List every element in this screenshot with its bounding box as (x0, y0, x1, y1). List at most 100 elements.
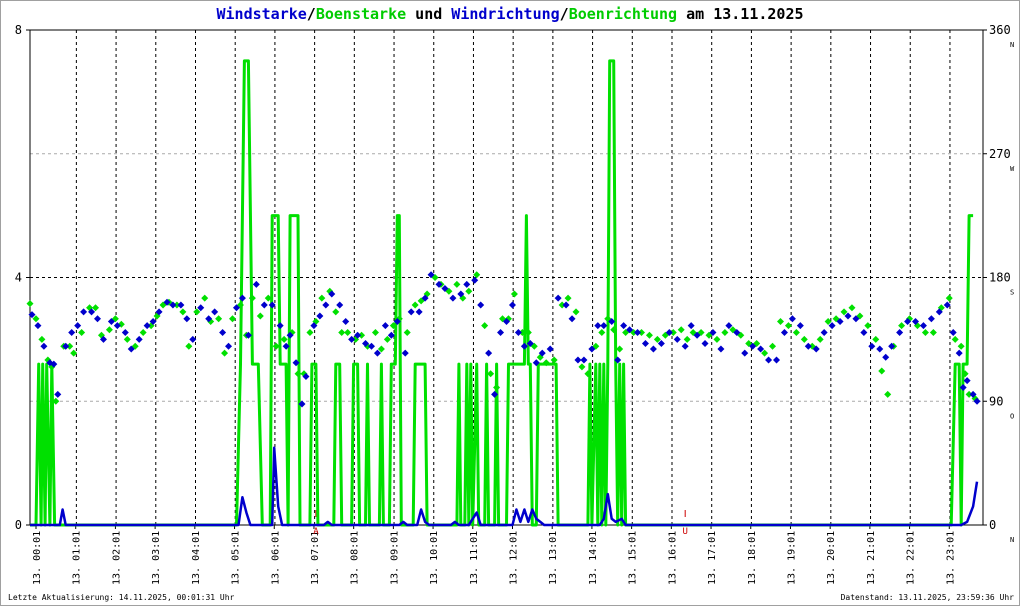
direction-point (961, 370, 969, 378)
direction-point (427, 271, 435, 279)
direction-point (804, 342, 812, 350)
direction-point (911, 318, 919, 325)
direction-point (401, 349, 409, 357)
direction-point (564, 294, 572, 302)
direction-point (508, 301, 516, 309)
direction-point (965, 390, 973, 398)
direction-point (733, 329, 741, 336)
direction-point (260, 301, 268, 309)
direction-point (614, 356, 622, 364)
direction-point (800, 335, 808, 343)
direction-point (328, 290, 336, 298)
direction-point (74, 322, 82, 330)
direction-point (68, 329, 76, 336)
direction-point (358, 331, 366, 339)
direction-point (99, 335, 107, 343)
direction-point (310, 322, 318, 330)
compass-label: N (1010, 41, 1014, 49)
direction-point (532, 359, 540, 367)
direction-point (626, 326, 634, 334)
direction-point (225, 342, 233, 350)
direction-point (641, 340, 649, 347)
direction-point (888, 342, 896, 350)
x-tick-label: 13. 08:01 (350, 531, 361, 585)
x-tick-label: 13. 09:01 (389, 531, 400, 585)
direction-point (780, 329, 788, 336)
direction-point (292, 359, 300, 367)
y-left-tick-label: 8 (15, 23, 22, 37)
direction-point (62, 342, 70, 350)
direction-point (316, 312, 324, 320)
direction-point (878, 367, 886, 375)
direction-point (510, 290, 518, 298)
direction-point (264, 294, 272, 302)
direction-point (796, 322, 804, 330)
direction-point (840, 308, 848, 316)
direction-point (189, 335, 197, 343)
direction-point (193, 308, 201, 316)
direction-point (387, 331, 395, 339)
direction-point (701, 340, 709, 347)
x-tick-label: 13. 11:01 (469, 531, 480, 585)
direction-point (123, 335, 131, 343)
title-windstarke: Windstarke (216, 5, 307, 23)
title-sep-2: / (559, 5, 569, 23)
direction-point (526, 340, 534, 347)
direction-point (276, 322, 284, 330)
direction-point (342, 318, 350, 325)
direction-point (721, 329, 729, 336)
y-left-tick-label: 0 (15, 518, 22, 532)
footer-last-update: Letzte Aktualisierung: 14.11.2025, 00:01… (8, 593, 235, 602)
direction-point (973, 397, 981, 405)
y-right-tick-label: 0 (989, 518, 996, 532)
direction-point (959, 384, 967, 391)
direction-point (457, 290, 465, 298)
x-tick-label: 13. 05:01 (231, 531, 242, 585)
direction-point (441, 285, 449, 292)
direction-point (383, 335, 391, 343)
direction-point (683, 335, 691, 343)
direction-point (332, 308, 340, 316)
y-left-tick-label: 4 (15, 271, 22, 285)
direction-point (872, 335, 880, 343)
direction-point (898, 322, 906, 330)
direction-point (860, 329, 868, 336)
direction-point (820, 329, 828, 336)
direction-point (403, 329, 411, 336)
compass-label: N (1010, 536, 1014, 544)
x-tick-label: 13. 06:01 (270, 531, 281, 585)
x-tick-label: 13. 03:01 (151, 531, 162, 585)
direction-point (473, 271, 481, 279)
direction-point (215, 315, 223, 323)
direction-point (232, 304, 240, 312)
direction-point (896, 329, 904, 336)
direction-point (306, 329, 314, 336)
direction-point (205, 315, 213, 323)
direction-point (550, 356, 558, 364)
direction-point (463, 280, 471, 288)
direction-point (945, 294, 953, 302)
direction-point (135, 335, 143, 343)
direction-point (757, 345, 765, 353)
direction-point (348, 335, 356, 343)
direction-point (749, 342, 757, 350)
direction-point (302, 373, 310, 380)
x-tick-label: 13. 12:01 (509, 531, 520, 585)
direction-point (272, 342, 280, 350)
direction-point (600, 322, 608, 330)
direction-point (121, 329, 129, 336)
direction-point (449, 294, 457, 302)
direction-point (282, 342, 290, 350)
direction-point (491, 390, 499, 398)
direction-point (921, 329, 929, 336)
direction-point (554, 294, 562, 302)
x-tick-label: 13. 13:01 (548, 531, 559, 585)
direction-point (919, 322, 927, 330)
event-marker: U (682, 527, 687, 537)
direction-point (773, 356, 781, 364)
direction-point (54, 390, 62, 398)
direction-point (634, 329, 642, 336)
direction-point (94, 315, 102, 323)
direction-point (477, 301, 485, 309)
direction-point (197, 304, 205, 312)
